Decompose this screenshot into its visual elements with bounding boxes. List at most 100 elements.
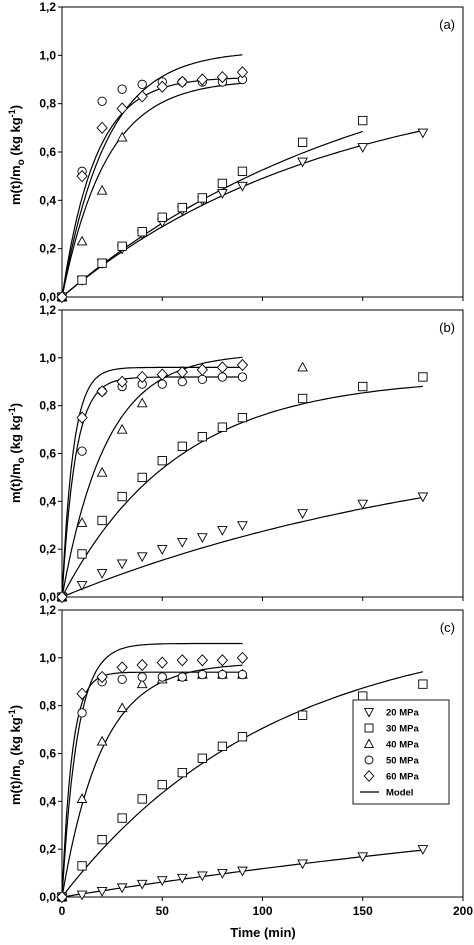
data-point [358, 115, 368, 126]
data-point [237, 732, 248, 742]
data-point [96, 735, 108, 746]
data-point [297, 393, 308, 404]
legend-marker [363, 738, 375, 748]
data-point [116, 702, 128, 713]
data-point [76, 581, 88, 591]
data-point [76, 687, 88, 700]
data-point [96, 121, 108, 134]
data-point [76, 411, 88, 424]
data-point [156, 656, 168, 669]
data-point [157, 379, 167, 389]
data-point [116, 102, 128, 115]
data-point [137, 794, 147, 804]
data-point [136, 90, 148, 103]
data-point [196, 871, 208, 882]
data-point [137, 672, 147, 682]
legend-marker [364, 755, 374, 765]
chart-panel-a: 0,0 0,2 0,4 0,6 0,8 1,0 1,2 (a) [39, 0, 464, 304]
series-30-mpa [57, 372, 428, 602]
y-axis-title-b: m(t)/mo (kg kg-1) [7, 403, 27, 503]
data-point [176, 873, 188, 884]
model-curve [61, 671, 243, 898]
data-point [96, 466, 108, 477]
data-point [177, 767, 187, 778]
series-50-mpa [57, 372, 248, 602]
data-point [297, 859, 308, 870]
series-20-mpa [56, 845, 429, 903]
data-point [116, 375, 128, 388]
y-tick-label: 1,0 [39, 651, 56, 665]
data-point [176, 75, 188, 89]
data-point [197, 669, 208, 680]
y-tick-label: 0,8 [39, 97, 56, 111]
data-point [156, 545, 168, 555]
data-point [176, 366, 188, 379]
data-point [357, 143, 369, 153]
y-tick-label: 0,2 [39, 542, 56, 556]
y-tick-label: 0,2 [39, 242, 56, 256]
data-point [196, 363, 209, 376]
data-point [297, 710, 308, 720]
plot-frame [61, 309, 464, 598]
data-point [236, 651, 249, 664]
data-point [217, 189, 228, 199]
y-axis-title-c: m(t)/mo (kg kg-1) [7, 705, 27, 805]
data-point [77, 861, 87, 871]
data-point [237, 669, 248, 680]
data-point [197, 193, 207, 203]
data-point [297, 157, 308, 168]
y-tick-label: 0,8 [39, 699, 56, 713]
data-point [237, 521, 248, 532]
data-point [97, 834, 107, 845]
data-point [157, 672, 167, 682]
model-curve [61, 366, 243, 598]
data-point [117, 241, 127, 251]
data-point [236, 358, 249, 372]
x-tick-label: 100 [252, 904, 272, 918]
legend-marker [364, 723, 374, 733]
data-point [116, 559, 128, 570]
data-point [157, 779, 167, 790]
x-tick-label: 50 [156, 904, 170, 918]
data-point [156, 368, 168, 381]
series-20-mpa [56, 492, 429, 603]
data-point [116, 131, 128, 142]
model-curve [61, 664, 243, 898]
data-point [177, 441, 187, 451]
data-point [217, 669, 228, 680]
panel-label: (b) [439, 320, 455, 335]
data-point [97, 258, 107, 268]
data-point [177, 672, 187, 682]
data-point [116, 423, 128, 434]
data-point [76, 793, 88, 803]
y-tick-label: 0,0 [39, 290, 56, 304]
series-60-mpa [56, 358, 249, 604]
legend-label: 20 MPa [386, 708, 419, 719]
data-point [136, 879, 148, 890]
legend-label: 50 MPa [386, 756, 419, 767]
data-point [196, 73, 209, 86]
model-curve [61, 385, 423, 598]
data-point [216, 361, 229, 374]
data-point [56, 290, 68, 304]
data-point [96, 670, 108, 684]
data-point [76, 890, 88, 901]
data-point [217, 178, 228, 189]
legend-label: 60 MPa [386, 772, 419, 783]
legend-label: Model [386, 788, 413, 799]
panel-label: (c) [440, 620, 455, 635]
data-point [97, 515, 107, 526]
x-tick-label: 150 [353, 904, 373, 918]
data-point [117, 674, 127, 685]
data-point [96, 184, 108, 195]
y-tick-label: 1,2 [39, 603, 56, 617]
data-point [96, 385, 108, 398]
data-point [156, 80, 168, 93]
series-50-mpa [57, 74, 248, 302]
data-point [157, 212, 167, 222]
data-point [217, 372, 228, 382]
data-point [237, 181, 248, 192]
data-point [56, 890, 68, 904]
data-point [417, 845, 429, 855]
model-curve [61, 77, 243, 298]
